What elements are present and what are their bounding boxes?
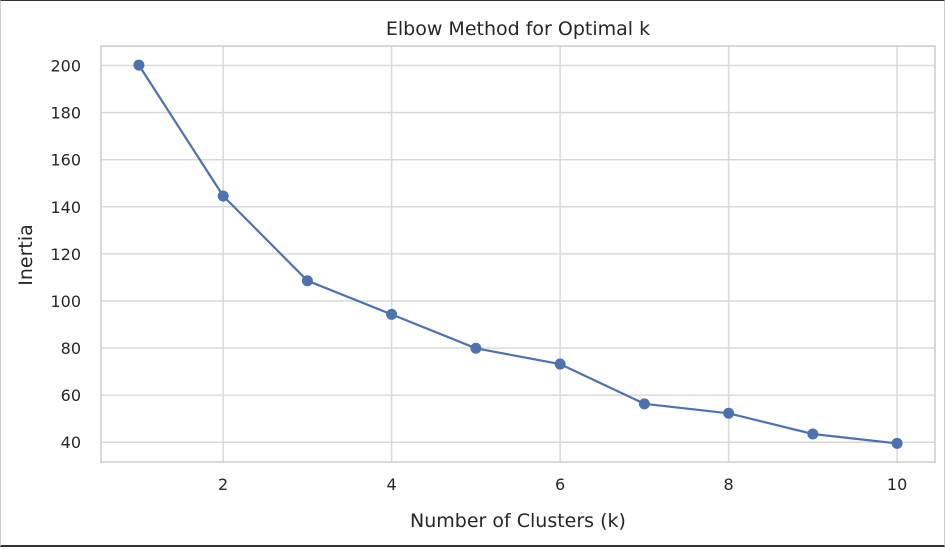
data-point xyxy=(723,407,735,419)
x-tick-label: 6 xyxy=(555,475,565,494)
tick-labels: 2 4 6 8 10 40 60 80 100 120 140 160 180 200 xyxy=(50,57,907,494)
data-point xyxy=(891,437,903,449)
y-tick-label: 60 xyxy=(61,386,81,405)
data-point xyxy=(386,308,398,320)
y-axis-label: Inertia xyxy=(15,224,37,286)
data-point xyxy=(301,275,313,287)
y-tick-label: 160 xyxy=(50,151,81,170)
x-tick-label: 2 xyxy=(218,475,228,494)
data-point xyxy=(807,428,819,440)
y-tick-label: 140 xyxy=(50,198,81,217)
plot-area xyxy=(100,45,936,463)
y-tick-label: 80 xyxy=(61,339,81,358)
y-tick-label: 120 xyxy=(50,245,81,264)
x-tick-label: 4 xyxy=(387,475,397,494)
x-tick-label: 8 xyxy=(724,475,734,494)
data-point xyxy=(554,358,566,370)
x-tick-label: 10 xyxy=(887,475,907,494)
series-line xyxy=(137,64,898,445)
grid xyxy=(101,46,935,462)
y-tick-label: 200 xyxy=(50,57,81,76)
x-axis-label: Number of Clusters (k) xyxy=(410,510,626,532)
data-point xyxy=(470,342,482,354)
chart-title: Elbow Method for Optimal k xyxy=(386,18,650,40)
y-tick-label: 180 xyxy=(50,104,81,123)
y-tick-label: 100 xyxy=(50,292,81,311)
y-tick-label: 40 xyxy=(61,433,81,452)
data-point xyxy=(133,59,145,71)
data-point xyxy=(638,398,650,410)
series-layer xyxy=(133,59,903,449)
data-point xyxy=(217,190,229,202)
